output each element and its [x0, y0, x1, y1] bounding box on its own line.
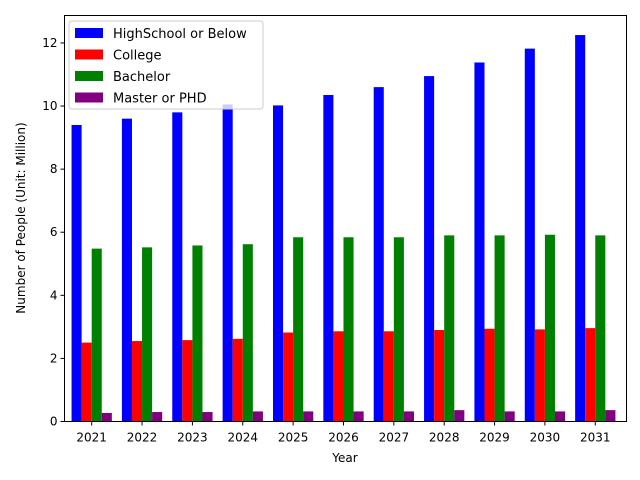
bar-bachelor-2021	[91, 248, 102, 422]
bar-bachelor-2030	[544, 234, 555, 422]
bar-bachelor-2025	[293, 237, 304, 422]
legend-label: Bachelor	[113, 70, 171, 85]
bar-master-or-phd-2029	[504, 411, 515, 422]
y-axis: 0 2 4 6 8 10 12	[42, 36, 65, 429]
legend-label: HighSchool or Below	[113, 27, 247, 42]
x-tick-label: 2022	[127, 431, 158, 445]
bar-bachelor-2031	[595, 235, 606, 422]
y-tick-label: 4	[50, 288, 58, 302]
bar-master-or-phd-2031	[605, 410, 616, 422]
x-tick-label: 2026	[328, 431, 359, 445]
legend-label: College	[113, 49, 162, 64]
x-tick-label: 2023	[177, 431, 208, 445]
legend-swatch	[75, 49, 103, 60]
bar-master-or-phd-2021	[101, 412, 112, 422]
bar-bachelor-2029	[494, 235, 505, 422]
x-tick-label: 2029	[479, 431, 510, 445]
bar-master-or-phd-2022	[152, 412, 163, 422]
bar-master-or-phd-2027	[403, 411, 414, 422]
legend-swatch	[75, 28, 103, 38]
x-axis: 2021 2022 2023 2024 2025 2026 2027 2028 2029 2030…	[76, 421, 611, 445]
legend-swatch	[75, 92, 103, 103]
x-tick-label: 2031	[580, 431, 611, 445]
bar-master-or-phd-2028	[454, 410, 465, 422]
bar-bachelor-2023	[192, 245, 203, 422]
bar-college-2031	[585, 328, 596, 422]
bar-college-2023	[182, 340, 193, 422]
x-tick-label: 2024	[227, 431, 258, 445]
bar-highschool-or-below-2028	[424, 76, 435, 422]
y-tick-label: 2	[50, 351, 58, 365]
y-tick-label: 6	[50, 225, 58, 239]
bar-college-2030	[534, 329, 545, 422]
bar-highschool-or-below-2025	[272, 105, 284, 422]
x-tick-label: 2025	[278, 431, 309, 445]
y-tick-label: 12	[42, 36, 57, 50]
bar-bachelor-2022	[142, 247, 153, 422]
bar-highschool-or-below-2027	[373, 87, 384, 422]
legend: HighSchool or Below College Bachelor Master…	[68, 20, 264, 110]
bar-highschool-or-below-2022	[121, 118, 132, 422]
bar-college-2028	[434, 330, 445, 422]
bar-master-or-phd-2030	[554, 411, 566, 422]
bar-bachelor-2024	[242, 244, 253, 422]
y-tick-label: 8	[50, 162, 58, 176]
bar-college-2022	[131, 341, 143, 422]
bar-highschool-or-below-2026	[323, 95, 334, 422]
bar-master-or-phd-2023	[202, 412, 213, 422]
y-tick-label: 0	[50, 415, 58, 429]
bar-highschool-or-below-2024	[222, 104, 233, 422]
plot-frame	[64, 15, 627, 422]
bar-highschool-or-below-2031	[575, 35, 586, 422]
bar-college-2026	[333, 331, 344, 422]
legend-swatch	[75, 71, 103, 81]
x-tick-label: 2028	[429, 431, 460, 445]
legend-label: Master or PHD	[113, 92, 207, 107]
bar-master-or-phd-2026	[353, 411, 364, 422]
bar-college-2027	[383, 331, 394, 422]
bar-bachelor-2028	[444, 235, 455, 422]
bars-layer	[71, 35, 616, 422]
bar-bachelor-2027	[393, 237, 404, 422]
y-tick-label: 10	[42, 99, 57, 113]
bar-college-2021	[81, 342, 92, 422]
bar-highschool-or-below-2030	[524, 48, 535, 422]
bar-master-or-phd-2025	[303, 411, 314, 422]
x-tick-label: 2021	[76, 431, 107, 445]
bar-highschool-or-below-2021	[71, 124, 82, 422]
bar-college-2029	[484, 328, 495, 422]
bar-master-or-phd-2024	[252, 411, 263, 422]
bar-highschool-or-below-2029	[474, 62, 485, 422]
x-tick-label: 2027	[379, 431, 410, 445]
legend-frame	[68, 20, 264, 110]
bar-college-2025	[283, 332, 294, 422]
bar-college-2024	[232, 338, 243, 422]
bar-highschool-or-below-2023	[172, 112, 183, 422]
y-axis-label: Number of People (Unit: Million)	[14, 122, 28, 313]
x-axis-label: Year	[331, 451, 357, 465]
bar-bachelor-2026	[343, 237, 354, 422]
x-tick-label: 2030	[530, 431, 561, 445]
